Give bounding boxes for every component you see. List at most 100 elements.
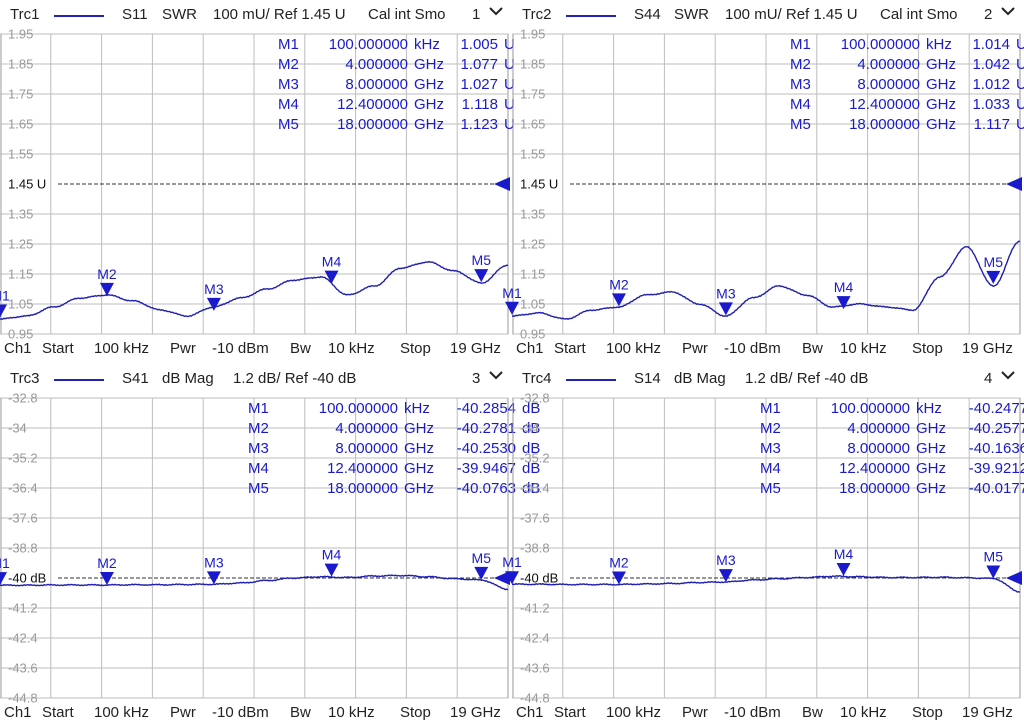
marker-readout-unit: GHz [916,420,946,437]
marker-readout-stim: 18.000000 [337,116,408,133]
trace-scale: 100 mU/ Ref 1.45 U [725,6,858,23]
reference-arrow-icon[interactable] [1006,571,1022,585]
channel-footer[interactable]: Ch1 Start 100 kHz Pwr -10 dBm Bw 10 kHz Stop 19 … [512,700,1024,728]
trace-plot[interactable]: 1.95 1.85 1.75 1.65 1.55 1.45 U 1.35 1.25 1.15 1.… [502,27,1024,342]
marker-readout-M1[interactable]: M1 100.000000 kHz -40.2854 dB [248,400,540,418]
marker-M4[interactable]: M4 [834,279,854,310]
marker-label: M2 [97,555,117,571]
marker-M3[interactable]: M3 [716,285,736,316]
marker-readout-value: 1.027 [460,76,498,93]
marker-readout-stim: 12.400000 [337,96,408,113]
marker-M3[interactable]: M3 [204,281,224,311]
marker-M2[interactable]: M2 [97,555,117,585]
y-tick-label: -35.2 [8,451,38,466]
marker-readout-vunit: U [1016,96,1024,113]
footer-pwr: Pwr [682,340,708,357]
marker-readout-M3[interactable]: M3 8.000000 GHz -40.2530 dB [248,440,540,458]
footer-start: Start [42,704,74,721]
marker-readout-M4[interactable]: M4 12.400000 GHz -39.9467 dB [248,460,540,478]
marker-M4[interactable]: M4 [322,547,342,577]
reference-arrow-icon[interactable] [1006,177,1022,191]
trace-header[interactable]: Trc4 S14 dB Mag 1.2 dB/ Ref -40 dB 4 [512,364,1024,396]
marker-readout-M2[interactable]: M2 4.000000 GHz 1.077 U [278,56,518,74]
marker-M3[interactable]: M3 [204,554,224,585]
marker-readout-value: -40.2477 [968,400,1024,417]
marker-readout-stim: 8.000000 [857,76,920,93]
marker-M2[interactable]: M2 [97,266,117,296]
footer-pwr-val: -10 dBm [724,340,781,357]
marker-M5[interactable]: M5 [984,548,1004,579]
marker-readout-M1[interactable]: M1 100.000000 kHz 1.014 U [790,36,1024,54]
marker-readout-stim: 8.000000 [345,76,408,93]
marker-readout-unit: GHz [414,116,444,133]
marker-M1[interactable]: M1 [502,285,522,315]
y-tick-label: 0.95 [8,327,33,342]
trace-name: Trc2 [522,6,552,23]
chevron-down-icon[interactable] [1000,4,1016,20]
marker-M4[interactable]: M4 [322,254,342,284]
trace-header[interactable]: Trc1 S11 SWR 100 mU/ Ref 1.45 U Cal int Smo 1 [0,0,512,32]
marker-readout-M5[interactable]: M5 18.000000 GHz 1.117 U [790,116,1024,134]
marker-M4[interactable]: M4 [834,546,854,577]
marker-readout-unit: GHz [926,96,956,113]
y-tick-label: 1.35 [520,207,545,222]
chevron-down-icon[interactable] [488,4,504,20]
footer-start: Start [42,340,74,357]
trace-pane-2[interactable]: Trc2 S44 SWR 100 mU/ Ref 1.45 U Cal int Smo 2… [502,0,1024,364]
footer-start-val: 100 kHz [94,340,150,357]
marker-readout-stim: 18.000000 [839,480,910,497]
trace-pane-3[interactable]: Trc3 S41 dB Mag 1.2 dB/ Ref -40 dB 3 -32.8 -34… [0,364,540,728]
marker-M1[interactable]: M1 [502,554,522,585]
marker-readout-vunit: dB [522,440,541,457]
marker-readout-M4[interactable]: M4 12.400000 GHz 1.118 U [278,96,518,114]
trace-pane-1[interactable]: Trc1 S11 SWR 100 mU/ Ref 1.45 U Cal int Smo 1… [0,0,515,364]
channel-footer[interactable]: Ch1 Start 100 kHz Pwr -10 dBm Bw 10 kHz Stop 19 … [0,700,512,728]
trace-format: SWR [162,6,197,23]
y-tick-label: -36.4 [520,481,550,496]
trace-header[interactable]: Trc3 S41 dB Mag 1.2 dB/ Ref -40 dB 3 [0,364,512,396]
marker-readout-M5[interactable]: M5 18.000000 GHz -40.0763 dB [248,480,540,498]
marker-M5[interactable]: M5 [472,252,492,283]
marker-readout-M2[interactable]: M2 4.000000 GHz -40.2781 dB [248,420,540,438]
marker-readout-id: M2 [248,420,269,437]
marker-M3[interactable]: M3 [716,552,736,583]
marker-M2[interactable]: M2 [609,554,629,585]
marker-readout-M4[interactable]: M4 12.400000 GHz 1.033 U [790,96,1024,114]
y-tick-label: -43.6 [8,661,38,676]
marker-readout-stim: 4.000000 [847,420,910,437]
reference-level-label: 1.45 U [520,177,558,192]
marker-M5[interactable]: M5 [984,254,1004,284]
reference-arrow-icon[interactable] [494,571,510,585]
trace-pane-4[interactable]: Trc4 S14 dB Mag 1.2 dB/ Ref -40 dB 4 -32.8 -34… [502,364,1024,728]
marker-readout-id: M1 [248,400,269,417]
marker-readout-M2[interactable]: M2 4.000000 GHz 1.042 U [790,56,1024,74]
marker-readout-unit: GHz [404,420,434,437]
chevron-down-icon[interactable] [488,368,504,384]
marker-readout-M3[interactable]: M3 8.000000 GHz 1.012 U [790,76,1024,94]
marker-M1[interactable]: M1 [0,288,10,318]
trace-plot[interactable]: 1.95 1.85 1.75 1.65 1.55 1.45 U 1.35 1.25 1.15 1.… [0,27,512,342]
marker-readout-M5[interactable]: M5 18.000000 GHz 1.123 U [278,116,518,134]
trace-plot[interactable]: -32.8 -34 -35.2 -36.4 -37.6 -38.8 -40 dB -41.2 -… [502,391,1024,706]
footer-pwr: Pwr [170,704,196,721]
trace-header[interactable]: Trc2 S44 SWR 100 mU/ Ref 1.45 U Cal int Smo 2 [512,0,1024,32]
marker-readout-M3[interactable]: M3 8.000000 GHz 1.027 U [278,76,518,94]
marker-readout-M1[interactable]: M1 100.000000 kHz 1.005 U [278,36,518,54]
marker-readout-id: M1 [760,400,781,417]
marker-M2[interactable]: M2 [609,276,629,307]
y-tick-label: 1.95 [8,27,33,42]
channel-footer[interactable]: Ch1 Start 100 kHz Pwr -10 dBm Bw 10 kHz Stop 19 … [0,336,512,364]
reference-arrow-icon[interactable] [494,177,510,191]
marker-M5[interactable]: M5 [472,550,492,580]
marker-readout-value: 1.117 [973,116,1010,133]
y-tick-label: -36.4 [8,481,38,496]
channel-footer[interactable]: Ch1 Start 100 kHz Pwr -10 dBm Bw 10 kHz Stop 19 … [512,336,1024,364]
trace-plot[interactable]: -32.8 -34 -35.2 -36.4 -37.6 -38.8 -40 dB -41.2 -… [0,391,512,706]
chevron-down-icon[interactable] [1000,368,1016,384]
marker-label: M3 [204,281,224,297]
